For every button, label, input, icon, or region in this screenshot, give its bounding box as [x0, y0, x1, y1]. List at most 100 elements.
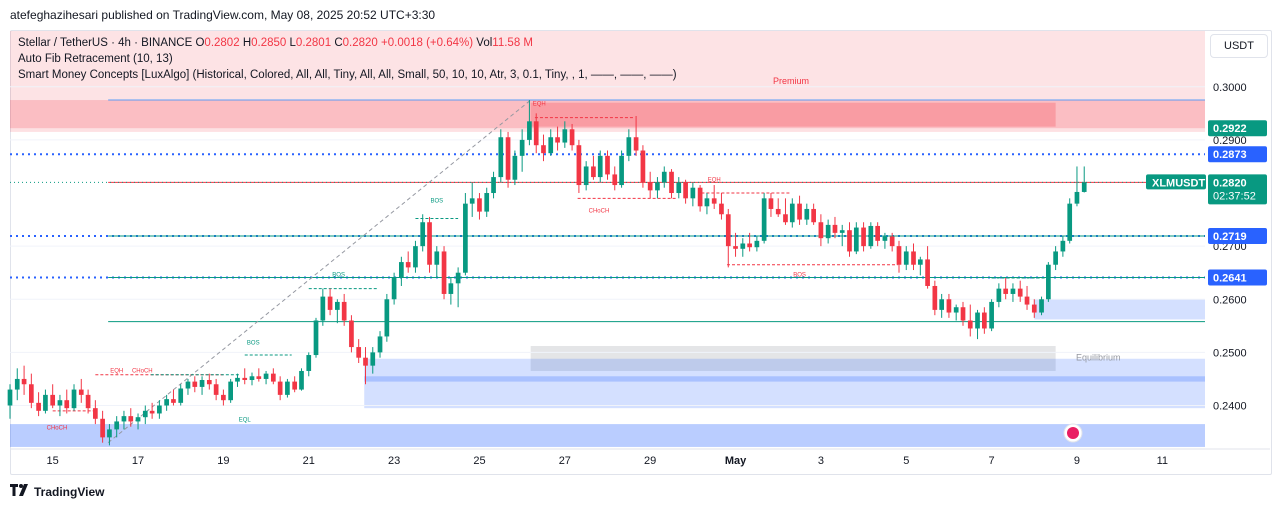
currency-selector[interactable]: USDT — [1210, 34, 1268, 58]
candle-body-3 — [28, 384, 34, 403]
legend-volume-label: Vol — [476, 37, 493, 49]
candle-body-19 — [142, 410, 148, 418]
candle-body-23 — [171, 399, 176, 403]
equilibrium-label: Equilibrium — [1076, 352, 1121, 362]
candle-body-144 — [1031, 304, 1037, 313]
legend-change: +0.0018 (+0.64%) — [381, 37, 474, 49]
candle-body-72 — [519, 139, 525, 156]
candle-body-141 — [1010, 288, 1016, 294]
candle-body-7 — [57, 400, 63, 406]
premium-label: Premium — [773, 76, 809, 86]
candle-body-42 — [306, 355, 312, 371]
candle-body-57 — [413, 246, 418, 268]
candle-body-103 — [740, 243, 746, 249]
candle-body-106 — [761, 198, 767, 241]
x-tick-7: 29 — [644, 455, 656, 467]
premium-zone — [10, 100, 1205, 129]
candle-body-46 — [334, 301, 340, 310]
candle-body-12 — [93, 408, 98, 419]
price-badge-bg-2 — [1208, 174, 1267, 205]
legend-high: 0.2850 — [251, 37, 287, 49]
candle-body-37 — [270, 373, 276, 382]
candle-body-138 — [989, 301, 994, 329]
candle-body-50 — [363, 357, 368, 366]
candle-body-5 — [43, 394, 48, 411]
candle-body-76 — [548, 137, 554, 154]
candle-body-59 — [427, 222, 432, 265]
legend-indicator-fib[interactable]: Auto Fib Retracement (10, 13) — [18, 53, 173, 65]
candle-body-146 — [1046, 264, 1051, 300]
chart-legend: Stellar / TetherUS · 4h · BINANCE O0.280… — [18, 35, 677, 83]
candle-body-114 — [818, 222, 824, 239]
candle-body-104 — [747, 243, 752, 248]
structure-label-3: CHoCH — [132, 369, 153, 375]
legend-indicator-smc[interactable]: Smart Money Concepts [LuxAlgo] (Historic… — [18, 69, 677, 81]
candle-body-35 — [256, 376, 262, 379]
candle-body-97 — [697, 187, 703, 207]
order-block-bearish — [530, 102, 1056, 127]
candle-body-149 — [1067, 203, 1073, 241]
candle-body-49 — [356, 347, 362, 358]
price-badge-4: 0.2641 — [1213, 272, 1247, 284]
candle-body-31 — [228, 381, 233, 401]
y-tick-5: 0.2400 — [1213, 401, 1247, 413]
x-tick-10: 5 — [903, 455, 909, 467]
candle-body-67 — [484, 193, 490, 212]
candle-body-86 — [619, 155, 624, 186]
candle-body-14 — [107, 429, 112, 438]
price-badge-bg-1 — [1208, 146, 1267, 163]
candle-body-126 — [903, 251, 909, 265]
x-tick-3: 21 — [303, 455, 315, 467]
legend-ohlc-row: Stellar / TetherUS · 4h · BINANCE O0.280… — [18, 35, 677, 51]
candle-body-135 — [967, 320, 973, 329]
price-badge-1: 0.2873 — [1213, 149, 1247, 161]
candle-body-121 — [868, 225, 874, 247]
x-tick-5: 25 — [473, 455, 485, 467]
candle-body-84 — [605, 155, 610, 175]
chart-frame[interactable] — [10, 30, 1272, 475]
publisher-line: atefeghazihesari published on TradingVie… — [10, 8, 436, 22]
candle-body-66 — [477, 198, 482, 212]
legend-symbol[interactable]: Stellar / TetherUS · 4h · BINANCE — [18, 37, 193, 49]
candle-body-125 — [896, 246, 902, 265]
candle-body-30 — [221, 394, 226, 401]
candle-body-47 — [341, 301, 347, 321]
candle-body-38 — [277, 381, 283, 395]
candle-body-10 — [78, 389, 84, 395]
candle-body-70 — [505, 137, 511, 180]
candle-body-83 — [597, 155, 603, 178]
candle-body-77 — [555, 137, 560, 143]
x-tick-4: 23 — [388, 455, 400, 467]
structure-label-10: EQL — [239, 417, 252, 423]
candle-body-92 — [661, 171, 667, 183]
price-badge-bg-3 — [1208, 228, 1267, 245]
y-tick-2: 0.2700 — [1213, 241, 1247, 253]
candle-body-117 — [839, 230, 845, 233]
candle-body-130 — [932, 285, 938, 310]
candle-body-6 — [50, 394, 56, 406]
candle-body-129 — [925, 259, 930, 286]
equilibrium-zone — [530, 346, 1056, 371]
price-countdown: 02:37:52 — [1213, 190, 1256, 202]
candle-body-143 — [1024, 296, 1030, 305]
candle-body-0 — [7, 389, 13, 406]
candle-body-82 — [591, 166, 596, 178]
candle-body-151 — [1081, 182, 1087, 192]
legend-close: 0.2820 — [342, 37, 378, 49]
candle-body-137 — [982, 312, 987, 329]
x-tick-11: 7 — [989, 455, 995, 467]
candle-body-80 — [576, 145, 582, 186]
candle-body-78 — [562, 129, 568, 143]
candle-body-64 — [463, 203, 468, 273]
candle-body-96 — [690, 187, 696, 199]
candle-body-71 — [512, 155, 518, 180]
candle-body-124 — [889, 236, 895, 247]
candle-body-28 — [206, 380, 212, 385]
legend-high-label: H — [242, 37, 252, 49]
symbol-badge: XLMUSDT — [1152, 177, 1205, 189]
candle-body-34 — [249, 376, 255, 381]
candle-body-116 — [832, 224, 838, 233]
candle-body-22 — [164, 399, 169, 406]
candle-body-20 — [149, 410, 155, 414]
